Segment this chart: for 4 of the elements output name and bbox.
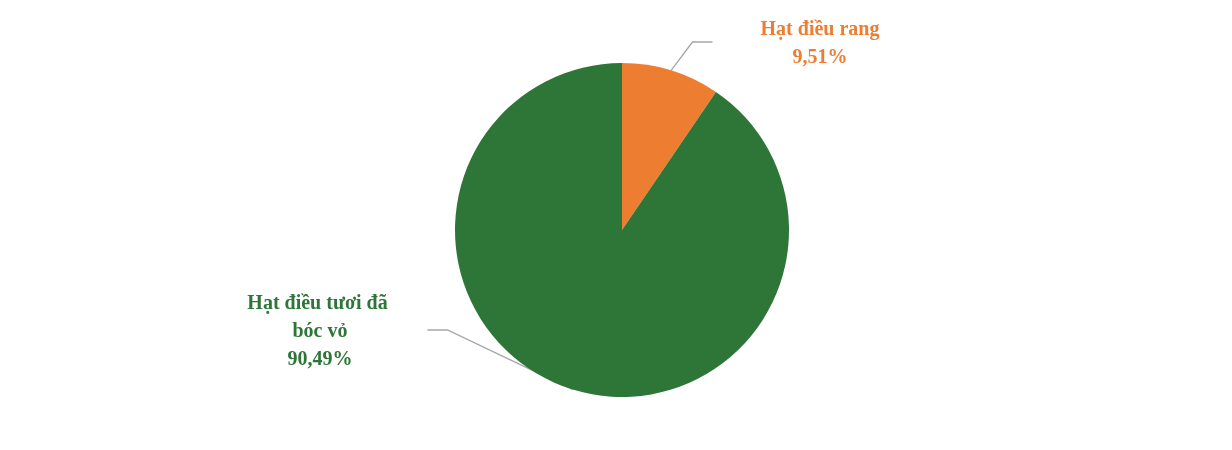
- data-label: 9,51%: [792, 45, 848, 67]
- data-label: 90,49%: [287, 347, 353, 369]
- slice-label: Hạt điều tươi đã bóc vỏ: [247, 291, 393, 341]
- slice-label: Hạt điều rang: [760, 17, 880, 40]
